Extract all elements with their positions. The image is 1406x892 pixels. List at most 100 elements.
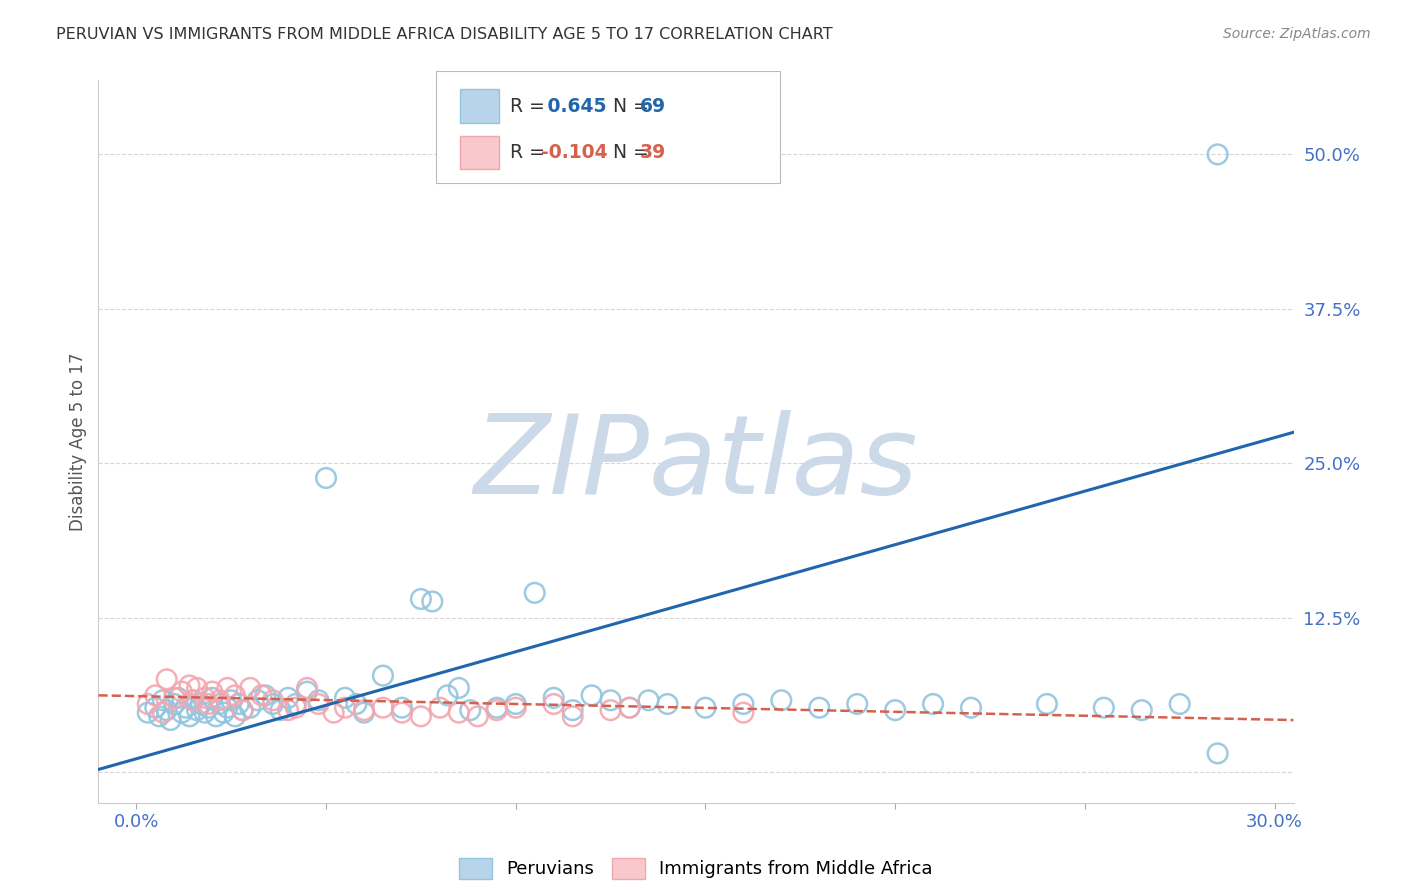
Point <box>163 697 186 711</box>
Point <box>353 706 375 720</box>
Point <box>619 700 641 714</box>
Point <box>1092 700 1115 714</box>
Point <box>1036 697 1059 711</box>
Point <box>429 700 451 714</box>
Point <box>960 700 983 714</box>
Text: N =: N = <box>595 96 655 116</box>
Point <box>458 703 481 717</box>
Text: R =: R = <box>510 143 551 162</box>
Point <box>884 703 907 717</box>
Point <box>409 592 432 607</box>
Point <box>308 697 330 711</box>
Point <box>808 700 831 714</box>
Point <box>322 706 344 720</box>
Point <box>143 700 166 714</box>
Point <box>467 709 489 723</box>
Point <box>262 697 284 711</box>
Point <box>186 681 208 695</box>
Point <box>179 678 201 692</box>
Point <box>163 690 186 705</box>
Point <box>170 684 193 698</box>
Point <box>1130 703 1153 717</box>
Point <box>922 697 945 711</box>
Point <box>599 693 621 707</box>
Point <box>208 693 231 707</box>
Point <box>277 690 299 705</box>
Point <box>485 700 508 714</box>
Point <box>436 689 458 703</box>
Point <box>194 706 217 720</box>
Point <box>228 697 250 711</box>
Point <box>284 700 307 714</box>
Point <box>262 693 284 707</box>
Point <box>599 703 621 717</box>
Point <box>246 693 269 707</box>
Point <box>190 697 212 711</box>
Point <box>159 713 181 727</box>
Point <box>277 703 299 717</box>
Point <box>208 697 231 711</box>
Point <box>1206 747 1229 761</box>
Text: PERUVIAN VS IMMIGRANTS FROM MIDDLE AFRICA DISABILITY AGE 5 TO 17 CORRELATION CHA: PERUVIAN VS IMMIGRANTS FROM MIDDLE AFRIC… <box>56 27 832 42</box>
Point <box>181 693 204 707</box>
Point <box>156 703 179 717</box>
Point <box>409 709 432 723</box>
Point <box>619 700 641 714</box>
Point <box>333 690 356 705</box>
Point <box>152 693 174 707</box>
Point <box>239 700 262 714</box>
Point <box>581 689 603 703</box>
Legend: Peruvians, Immigrants from Middle Africa: Peruvians, Immigrants from Middle Africa <box>450 849 942 888</box>
Point <box>770 693 793 707</box>
Y-axis label: Disability Age 5 to 17: Disability Age 5 to 17 <box>69 352 87 531</box>
Point <box>232 703 254 717</box>
Text: N =: N = <box>595 143 655 162</box>
Point <box>353 703 375 717</box>
Point <box>315 471 337 485</box>
Point <box>197 697 219 711</box>
Point <box>333 700 356 714</box>
Point <box>485 703 508 717</box>
Point <box>167 690 190 705</box>
Point <box>186 703 208 717</box>
Point <box>156 673 179 687</box>
Point <box>212 706 235 720</box>
Point <box>219 693 242 707</box>
Point <box>197 700 219 714</box>
Text: ZIPatlas: ZIPatlas <box>474 409 918 516</box>
Point <box>217 681 239 695</box>
Point <box>239 681 262 695</box>
Point <box>205 709 228 723</box>
Point <box>194 690 217 705</box>
Point <box>308 693 330 707</box>
Point <box>344 697 367 711</box>
Point <box>143 689 166 703</box>
Point <box>371 700 394 714</box>
Point <box>391 700 413 714</box>
Point <box>1206 147 1229 161</box>
Point <box>181 693 204 707</box>
Text: R =: R = <box>510 96 551 116</box>
Point <box>371 668 394 682</box>
Point <box>543 697 565 711</box>
Point <box>295 684 318 698</box>
Point <box>174 700 197 714</box>
Point <box>201 690 224 705</box>
Point <box>561 709 583 723</box>
Point <box>250 689 273 703</box>
Point <box>217 700 239 714</box>
Point <box>1168 697 1191 711</box>
Point <box>447 681 470 695</box>
Point <box>505 700 527 714</box>
Text: 39: 39 <box>640 143 666 162</box>
Point <box>136 706 159 720</box>
Text: 69: 69 <box>640 96 666 116</box>
Point <box>733 697 755 711</box>
Point <box>391 706 413 720</box>
Point <box>543 690 565 705</box>
Point <box>232 703 254 717</box>
Point <box>170 706 193 720</box>
Point <box>505 697 527 711</box>
Point <box>420 594 443 608</box>
Point <box>270 703 292 717</box>
